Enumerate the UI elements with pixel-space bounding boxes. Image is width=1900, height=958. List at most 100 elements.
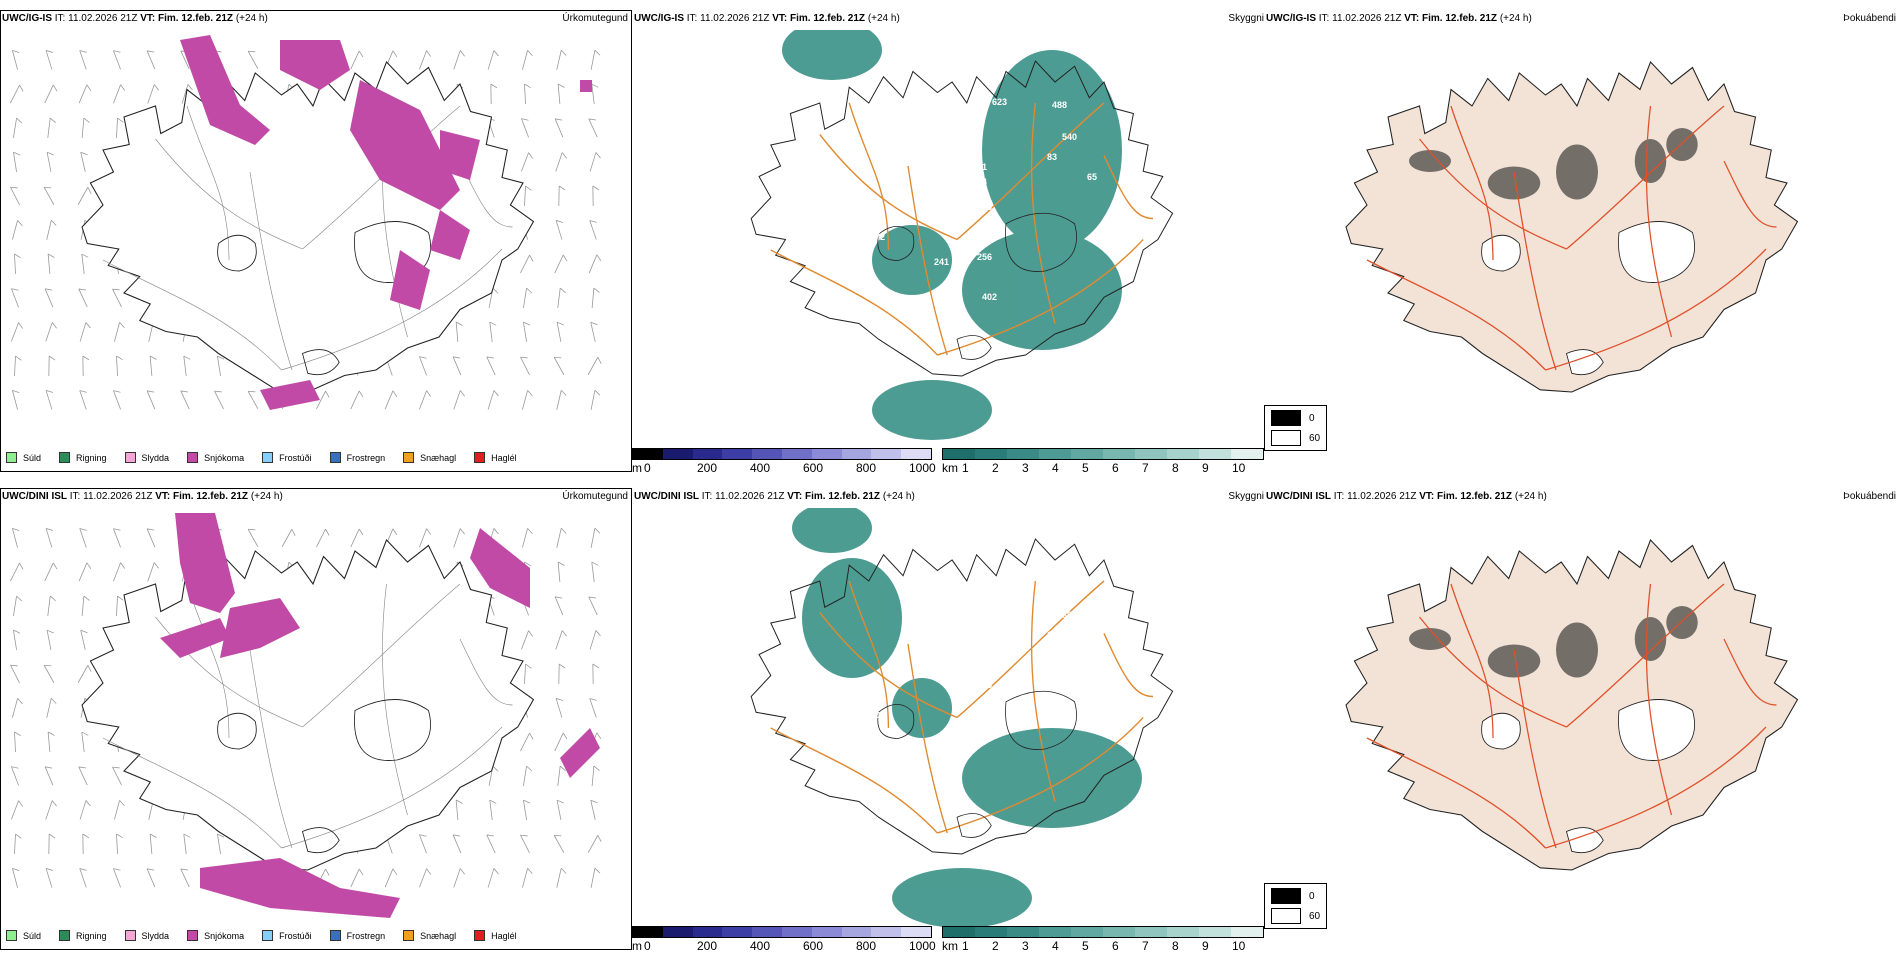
ceiling-value: 488 xyxy=(1052,100,1067,110)
legend-label: Haglél xyxy=(491,931,517,941)
lead-time: (+24 h) xyxy=(868,13,900,24)
legend-item: Rigning xyxy=(59,930,107,941)
ceiling-value: 162 xyxy=(1047,630,1062,640)
vt-value: Fim. 12.feb. 21Z xyxy=(158,13,233,24)
it-label: IT: xyxy=(70,491,81,502)
visibility-tick: 1 xyxy=(962,461,969,475)
ceiling-value: 172 xyxy=(870,232,885,242)
legend-item: Snæhagl xyxy=(403,930,456,941)
it-value: 11.02.2026 21Z xyxy=(1347,491,1416,502)
legend-label: Snæhagl xyxy=(420,931,456,941)
precip-panel: UWC/IG-IS IT: 11.02.2026 21Z VT: Fim. 12… xyxy=(0,10,632,480)
lead-time: (+24 h) xyxy=(883,491,915,502)
legend-swatch xyxy=(474,930,485,941)
ceiling-tick: 400 xyxy=(750,939,770,953)
legend-swatch xyxy=(474,452,485,463)
fog-panel: UWC/IG-IS IT: 11.02.2026 21Z VT: Fim. 12… xyxy=(1264,10,1900,480)
visibility-tick: 10 xyxy=(1232,939,1245,953)
ceiling-value: 540 xyxy=(1062,132,1077,142)
it-value: 11.02.2026 21Z xyxy=(83,491,152,502)
visibility-tick: 4 xyxy=(1052,461,1059,475)
legend-label: Rigning xyxy=(76,931,107,941)
fog-swatch-dark xyxy=(1271,888,1301,904)
ceiling-value: 256 xyxy=(977,252,992,262)
ceiling-value: 529 xyxy=(1052,578,1067,588)
legend-label: Snjókoma xyxy=(204,931,244,941)
legend-item: Slydda xyxy=(125,930,170,941)
panel-title: Þokuábendi xyxy=(1843,13,1896,24)
it-label: IT: xyxy=(1319,13,1330,24)
it-label: IT: xyxy=(687,13,698,24)
lead-time: (+24 h) xyxy=(236,13,268,24)
ceiling-tick: 600 xyxy=(803,461,823,475)
ceiling-value: 585 xyxy=(977,680,992,690)
ceiling-tick: 800 xyxy=(856,939,876,953)
vt-label: VT: xyxy=(772,13,787,24)
visibility-tick: 4 xyxy=(1052,939,1059,953)
legend-swatch xyxy=(403,452,414,463)
ceiling-value: 916 xyxy=(977,202,992,212)
ceiling-value: 402 xyxy=(982,292,997,302)
visibility-tick: 9 xyxy=(1202,939,1209,953)
vt-value: Fim. 12.feb. 21Z xyxy=(805,491,880,502)
model-name: UWC/IG-IS xyxy=(634,13,684,24)
it-value: 11.02.2026 21Z xyxy=(1332,13,1401,24)
it-label: IT: xyxy=(1334,491,1345,502)
iceland-land xyxy=(1346,540,1798,870)
legend-swatch xyxy=(125,930,136,941)
legend-item: Frostregn xyxy=(330,930,386,941)
fog-high: 60 xyxy=(1309,911,1320,922)
visibility-tick: 7 xyxy=(1142,939,1149,953)
legend-swatch xyxy=(330,452,341,463)
visibility-tick: 7 xyxy=(1142,461,1149,475)
ceiling-tick: 800 xyxy=(856,461,876,475)
vt-value: Fim. 12.feb. 21Z xyxy=(1437,491,1512,502)
legend-item: Slydda xyxy=(125,452,170,463)
ceiling-value: 47 xyxy=(1087,650,1097,660)
legend-item: Frostregn xyxy=(330,452,386,463)
it-value: 11.02.2026 21Z xyxy=(68,13,137,24)
lead-time: (+24 h) xyxy=(1515,491,1547,502)
legend-swatch xyxy=(6,452,17,463)
lead-time: (+24 h) xyxy=(1500,13,1532,24)
ceiling-tick: 0 xyxy=(644,939,651,953)
fog-swatch-light xyxy=(1271,908,1301,924)
fog-legend: 0 60 xyxy=(1264,405,1327,451)
visibility-tick: 8 xyxy=(1172,461,1179,475)
fog-low: 0 xyxy=(1309,891,1315,902)
panel-title: Skyggni xyxy=(1228,13,1264,24)
visibility-tick: 10 xyxy=(1232,461,1245,475)
legend-item: Súld xyxy=(6,930,41,941)
legend-label: Rigning xyxy=(76,453,107,463)
legend-item: Snæhagl xyxy=(403,452,456,463)
it-label: IT: xyxy=(702,491,713,502)
visibility-tick: 5 xyxy=(1082,939,1089,953)
legend-label: Frostúði xyxy=(279,453,312,463)
visibility-tick: 8 xyxy=(1172,939,1179,953)
ceiling-tick: 200 xyxy=(697,461,717,475)
ceiling-value: 599 xyxy=(844,382,859,392)
legend-swatch xyxy=(6,930,17,941)
legend-item: Haglél xyxy=(474,452,517,463)
vt-label: VT: xyxy=(1419,491,1434,502)
ceiling-tick: 0 xyxy=(644,461,651,475)
legend-swatch xyxy=(59,930,70,941)
visibility-unit: km xyxy=(942,461,958,475)
ceiling-tick: 1000 xyxy=(909,461,936,475)
ceiling-value: 83 xyxy=(1047,152,1057,162)
ceiling-value: 394 xyxy=(972,177,987,187)
legend-swatch xyxy=(59,452,70,463)
ceiling-value: 805 xyxy=(870,710,885,720)
visibility-tick: 6 xyxy=(1112,939,1119,953)
model-name: UWC/DINI ISL xyxy=(634,491,699,502)
visibility-tick: 1 xyxy=(962,939,969,953)
iceland-coast xyxy=(82,540,534,870)
legend-item: Snjókoma xyxy=(187,930,244,941)
legend-label: Súld xyxy=(23,931,41,941)
panel-title: Þokuábendi xyxy=(1843,491,1896,502)
legend-swatch xyxy=(330,930,341,941)
fog-legend: 0 60 xyxy=(1264,883,1327,929)
legend-label: Snæhagl xyxy=(420,453,456,463)
